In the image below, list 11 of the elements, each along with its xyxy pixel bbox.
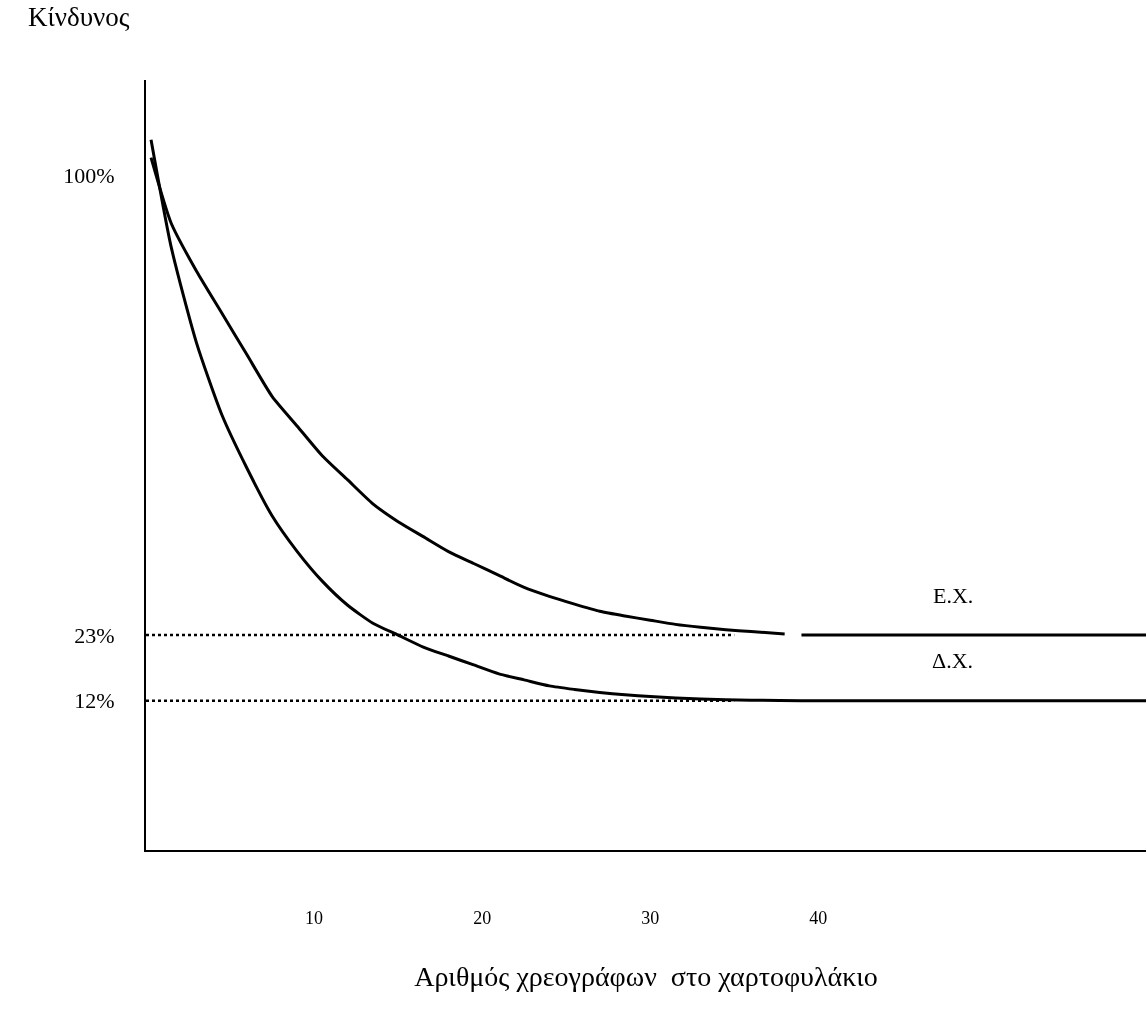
x-tick-label: 40 — [809, 907, 828, 928]
x-tick-label: 10 — [305, 907, 324, 928]
y-tick-label: 12% — [74, 688, 115, 714]
y-tick-label: 100% — [63, 163, 115, 189]
x-tick-label: 30 — [641, 907, 660, 928]
y-axis-title: Κίνδυνος — [28, 2, 130, 32]
y-tick-label: 23% — [74, 622, 115, 648]
x-tick-label: 20 — [473, 907, 492, 928]
x-axis-title: Αριθμός χρεογράφων στο χαρτοφυλάκιο — [414, 961, 878, 993]
annotation: Ε.Χ. — [933, 583, 974, 608]
annotation: Δ.Χ. — [932, 648, 974, 673]
